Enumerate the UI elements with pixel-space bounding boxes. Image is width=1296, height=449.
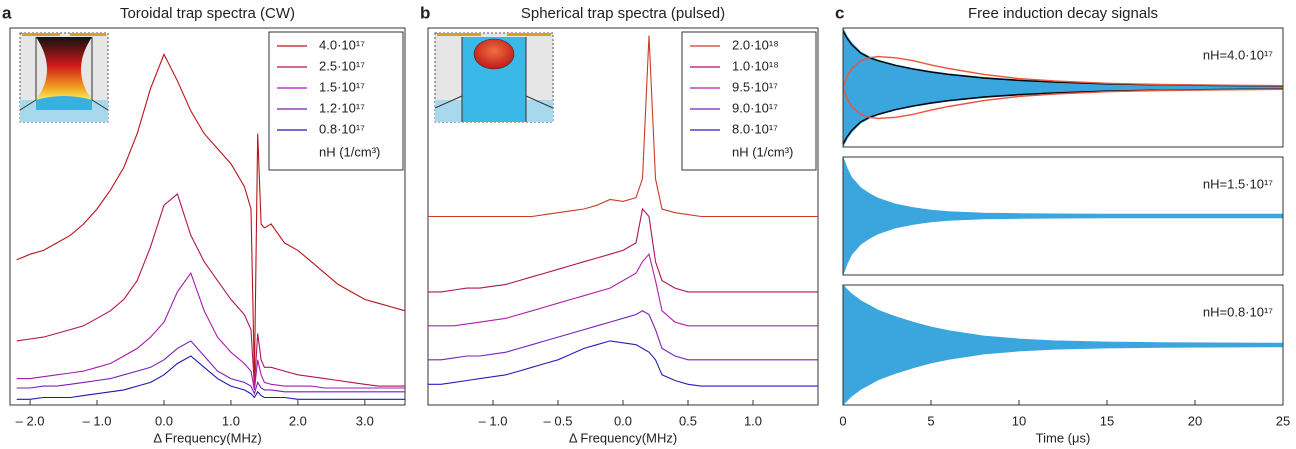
spectrum-line — [16, 355, 405, 400]
x-axis-label: Δ Frequency(MHz) — [153, 430, 261, 445]
legend-label: 9.0·10¹⁷ — [732, 100, 778, 115]
chart-title: Free induction decay signals — [968, 5, 1158, 22]
x-tick-label: 15 — [1100, 413, 1114, 428]
subplot-frame — [842, 284, 1284, 406]
x-tick-label: – 2.0 — [16, 413, 45, 428]
chart-title: Spherical trap spectra (pulsed) — [521, 5, 725, 22]
x-axis-label: Time (μs) — [1036, 430, 1091, 445]
x-tick-label: 1.0 — [222, 413, 240, 428]
inset-toroidal — [19, 32, 109, 123]
legend-box — [268, 31, 404, 171]
legend-label: 8.0·10¹⁷ — [732, 121, 778, 136]
x-tick-label: 2.0 — [289, 413, 307, 428]
inset-spherical — [434, 32, 554, 123]
legend-label: 1.5·10¹⁷ — [319, 79, 365, 94]
x-tick-label: 20 — [1188, 413, 1202, 428]
spectrum-line — [16, 192, 405, 387]
x-tick-label: 10 — [1012, 413, 1026, 428]
fid-signal — [842, 27, 1284, 148]
fid-signal — [842, 156, 1284, 276]
panel-label: b — [420, 3, 430, 22]
subplot-frame — [842, 27, 1284, 148]
x-tick-label: – 0.5 — [544, 413, 573, 428]
panel-label: a — [2, 3, 12, 22]
chart-title: Toroidal trap spectra (CW) — [120, 5, 295, 22]
legend-label: 2.5·10¹⁷ — [319, 58, 365, 73]
legend-title: nH (1/cm³) — [319, 144, 380, 159]
annotation: nH=4.0·10¹⁷ — [1203, 47, 1273, 62]
spectrum-line — [428, 253, 818, 327]
plot-frame — [9, 27, 406, 406]
legend-label: 0.8·10¹⁷ — [319, 121, 365, 136]
x-tick-label: 25 — [1276, 413, 1290, 428]
x-tick-label: 0.5 — [679, 413, 697, 428]
x-tick-label: – 1.0 — [83, 413, 112, 428]
x-tick-label: 3.0 — [356, 413, 374, 428]
spectrum-line — [428, 207, 818, 293]
legend-label: 1.0·10¹⁸ — [732, 58, 779, 73]
legend-label: 1.2·10¹⁷ — [319, 100, 365, 115]
x-axis-label: Δ Frequency(MHz) — [569, 430, 677, 445]
spectrum-line — [428, 310, 818, 361]
envelope-upper — [842, 55, 1284, 88]
legend-label: 9.5·10¹⁷ — [732, 79, 778, 94]
spectrum-line — [16, 271, 405, 390]
subplot-frame — [842, 156, 1284, 276]
plots: a Toroidal trap spectra (CW) Δ Frequency(M… — [2, 3, 1290, 445]
x-tick-label: 5 — [927, 413, 934, 428]
fid-signal — [842, 283, 1284, 407]
spectrum-line — [16, 53, 406, 379]
x-tick-label: – 1.0 — [479, 413, 508, 428]
panel-label: c — [835, 3, 844, 22]
x-tick-label: 0.0 — [614, 413, 632, 428]
spectrum-line — [428, 340, 818, 387]
x-tick-label: 0.0 — [155, 413, 173, 428]
x-tick-label: 1.0 — [744, 413, 762, 428]
spectrum-line — [16, 340, 405, 396]
legend-label: 2.0·10¹⁸ — [732, 37, 779, 52]
spectrum-line — [428, 35, 818, 218]
annotation: nH=1.5·10¹⁷ — [1203, 176, 1273, 191]
legend-box — [681, 31, 817, 171]
legend-label: 4.0·10¹⁷ — [319, 37, 365, 52]
legend-title: nH (1/cm³) — [732, 144, 793, 159]
x-tick-label: 0 — [839, 413, 846, 428]
annotation: nH=0.8·10¹⁷ — [1203, 304, 1273, 319]
envelope-lower — [842, 87, 1284, 120]
